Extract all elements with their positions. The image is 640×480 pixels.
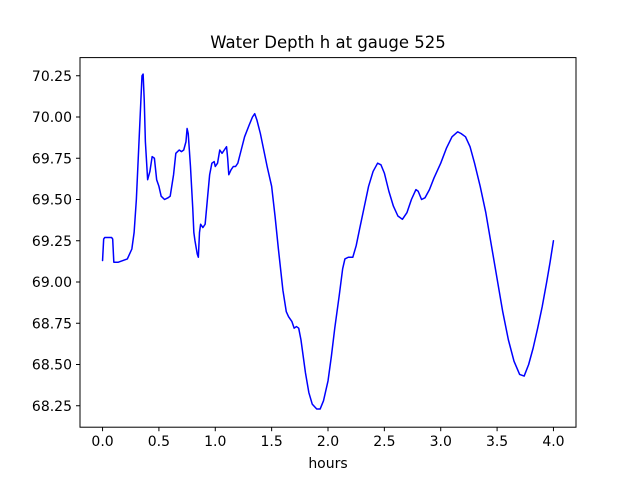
x-tick-label: 3.5: [486, 434, 508, 450]
x-tick-label: 3.0: [430, 434, 452, 450]
y-tick-label: 69.25: [32, 234, 72, 250]
y-tick-label: 69.00: [32, 275, 72, 291]
chart-title: Water Depth h at gauge 525: [210, 33, 445, 52]
y-tick-label: 69.50: [32, 193, 72, 209]
x-tick-label: 1.0: [204, 434, 226, 450]
x-tick-label: 2.5: [373, 434, 395, 450]
y-tick-label: 70.25: [32, 69, 72, 85]
water-depth-line: [101, 73, 555, 410]
x-tick-label: 1.5: [261, 434, 283, 450]
y-tick-label: 68.25: [32, 399, 72, 415]
x-tick-label: 4.0: [542, 434, 564, 450]
x-tick-label: 0.0: [91, 434, 113, 450]
y-tick-label: 68.50: [32, 358, 72, 374]
y-tick-label: 70.00: [32, 110, 72, 126]
x-axis-label: hours: [308, 456, 347, 472]
y-tick-label: 69.75: [32, 151, 72, 167]
y-tick-label: 68.75: [32, 316, 72, 332]
axes-frame: [79, 57, 577, 428]
x-tick-label: 0.5: [148, 434, 170, 450]
x-tick-label: 2.0: [317, 434, 339, 450]
